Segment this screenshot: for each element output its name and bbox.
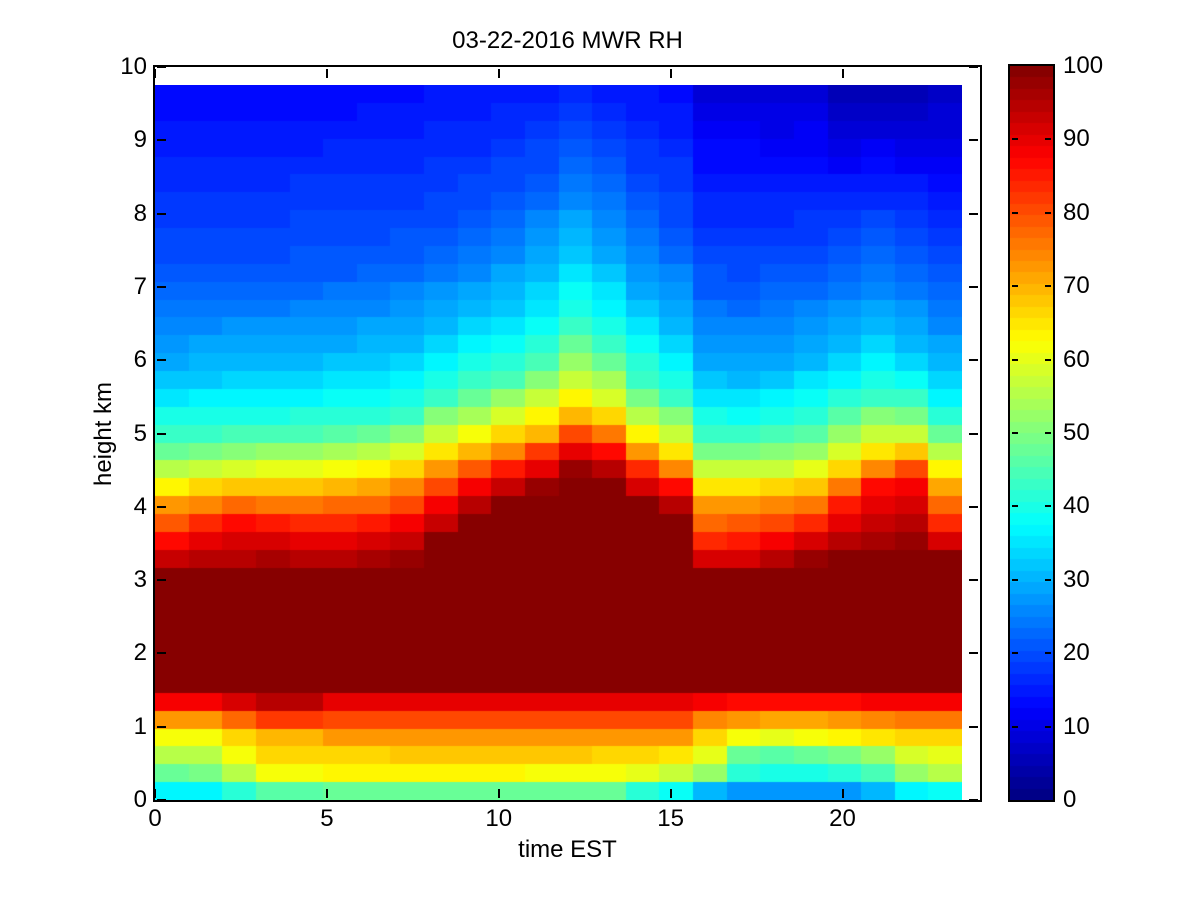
x-axis-tick-top [325, 69, 328, 78]
colorbar-tick [1012, 578, 1018, 581]
y-axis-tick-right [969, 579, 978, 582]
y-axis-tick [157, 652, 166, 655]
y-axis-tick-right [969, 652, 978, 655]
colorbar-tick-right [1045, 725, 1051, 728]
y-axis-tick [157, 505, 166, 508]
x-tick-label: 10 [485, 805, 513, 832]
axes-box [153, 65, 982, 802]
y-axis-tick [157, 432, 166, 435]
colorbar-tick-label: 90 [1063, 125, 1090, 153]
colorbar-tick-label: 10 [1063, 712, 1090, 740]
colorbar-tick-right [1045, 578, 1051, 581]
colorbar-border [1008, 64, 1055, 802]
chart-title: 03-22-2016 MWR RH [452, 27, 683, 54]
y-axis-tick-right [969, 285, 978, 288]
y-axis-tick [157, 579, 166, 582]
colorbar-tick [1012, 358, 1018, 361]
y-axis-tick-right [969, 66, 978, 68]
colorbar-tick-label: 0 [1063, 786, 1077, 813]
y-axis-tick-right [969, 212, 978, 215]
x-axis-label: time EST [518, 836, 617, 863]
colorbar-tick-label: 20 [1063, 639, 1090, 667]
colorbar-tick-label: 60 [1063, 345, 1090, 373]
colorbar-tick-label: 40 [1063, 492, 1090, 520]
x-axis-tick [154, 789, 156, 798]
y-axis-tick [157, 799, 166, 801]
y-axis-tick-right [969, 432, 978, 435]
y-axis-tick-right [969, 505, 978, 508]
colorbar-tick [1012, 652, 1018, 655]
x-tick-label: 5 [320, 805, 334, 832]
x-tick-label: 0 [148, 805, 162, 832]
colorbar-tick-label: 30 [1063, 565, 1090, 593]
y-tick-label: 8 [133, 199, 147, 227]
y-axis-tick-right [969, 139, 978, 142]
y-tick-label: 7 [133, 272, 147, 300]
x-tick-label: 20 [829, 805, 856, 832]
colorbar-tick-right [1045, 211, 1051, 214]
colorbar-tick-label: 100 [1063, 52, 1104, 79]
colorbar-tick-right [1045, 432, 1051, 434]
y-tick-label: 4 [133, 492, 147, 520]
y-tick-label: 6 [133, 346, 147, 374]
x-axis-tick [325, 789, 328, 798]
y-axis-tick-right [969, 359, 978, 362]
colorbar-tick [1012, 138, 1018, 141]
colorbar-tick [1012, 285, 1018, 288]
y-tick-label: 2 [133, 639, 147, 667]
y-tick-label: 9 [133, 126, 147, 154]
x-axis-tick [669, 789, 672, 798]
y-tick-label: 1 [133, 712, 147, 740]
colorbar-tick-right [1045, 138, 1051, 141]
colorbar-tick [1012, 211, 1018, 214]
x-tick-label: 15 [657, 805, 684, 832]
y-axis-tick [157, 359, 166, 362]
y-axis-tick [157, 285, 166, 288]
colorbar-tick [1012, 432, 1018, 434]
colorbar-tick-right [1045, 652, 1051, 655]
heatmap-plot [155, 85, 962, 800]
x-axis-tick [841, 789, 844, 798]
x-axis-tick-top [497, 69, 500, 78]
colorbar-tick-label: 50 [1063, 419, 1090, 446]
y-tick-label: 0 [133, 786, 147, 813]
x-axis-tick-top [669, 69, 672, 78]
y-tick-label: 10 [120, 53, 147, 80]
colorbar-tick-label: 70 [1063, 272, 1090, 300]
x-axis-tick [497, 789, 500, 798]
colorbar-tick [1012, 505, 1018, 508]
y-axis-tick [157, 139, 166, 142]
y-tick-label: 3 [133, 566, 147, 594]
colorbar-tick-label: 80 [1063, 198, 1090, 226]
colorbar-tick [1012, 725, 1018, 728]
x-axis-tick-top [154, 69, 156, 78]
colorbar-tick-right [1045, 358, 1051, 361]
y-tick-label: 5 [133, 419, 147, 447]
y-axis-tick-right [969, 799, 978, 801]
y-axis-tick [157, 212, 166, 215]
y-axis-tick [157, 725, 166, 728]
y-axis-tick [157, 66, 166, 68]
colorbar-tick-right [1045, 285, 1051, 288]
x-axis-tick-top [841, 69, 844, 78]
colorbar-tick-right [1045, 505, 1051, 508]
y-axis-tick-right [969, 725, 978, 728]
